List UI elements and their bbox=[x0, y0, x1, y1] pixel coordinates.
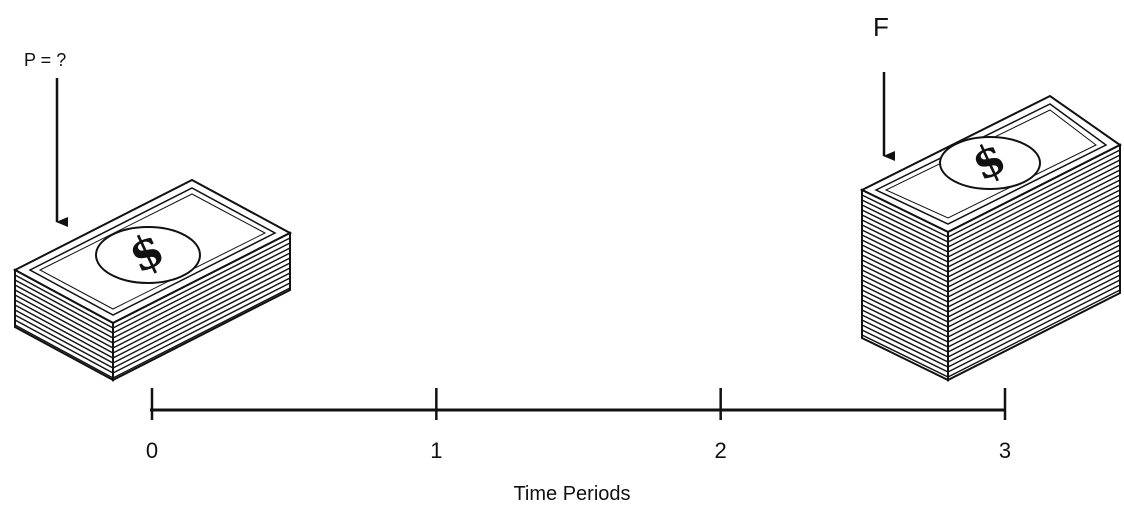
timeline-tick-label: 3 bbox=[999, 438, 1011, 463]
money-stack-icon: $ bbox=[12, 178, 293, 382]
timeline-tick-label: 0 bbox=[146, 438, 158, 463]
timeline-tick-label: 1 bbox=[430, 438, 442, 463]
money-stack-icon: $ bbox=[859, 94, 1122, 382]
timeline-tick-label: 2 bbox=[715, 438, 727, 463]
present-value-label: P = ? bbox=[24, 50, 66, 70]
time-periods-label: Time Periods bbox=[513, 483, 630, 505]
future-value-label: F bbox=[873, 12, 889, 42]
